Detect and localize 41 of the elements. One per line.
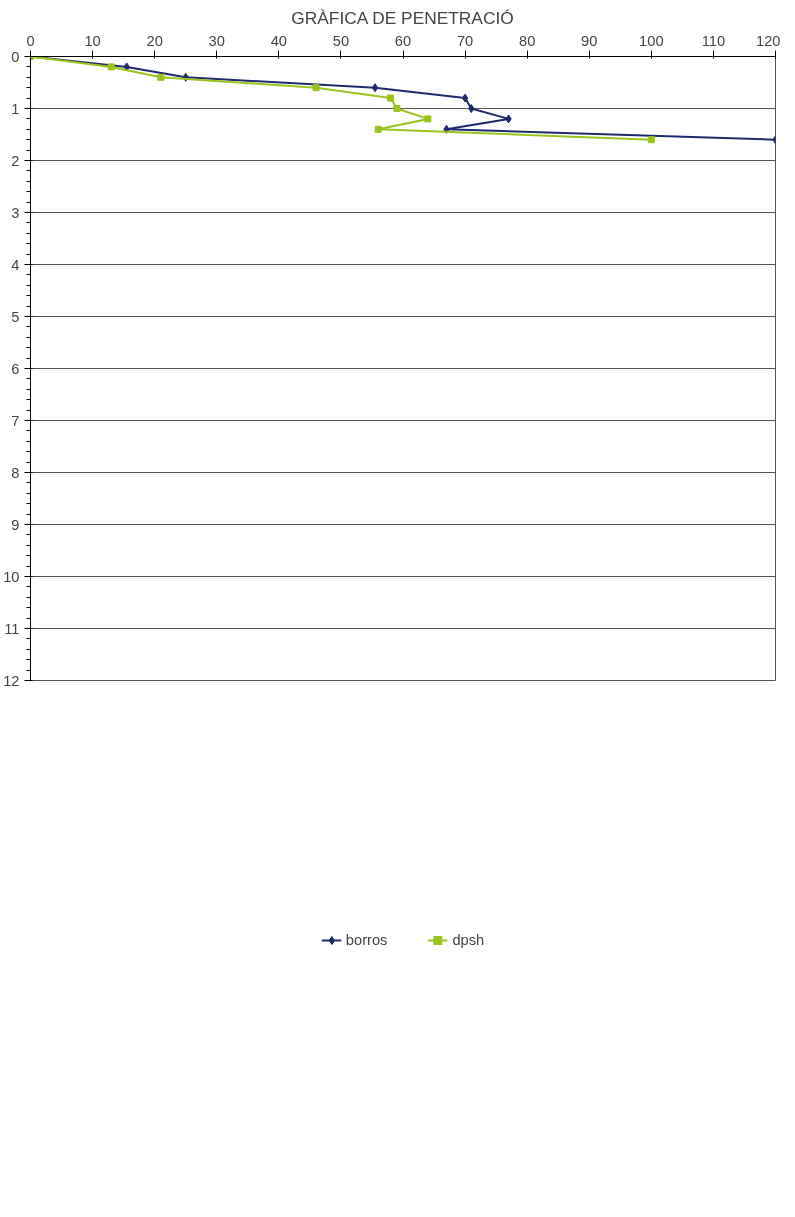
x-tick-label: 100: [639, 32, 664, 49]
point: [647, 136, 655, 144]
x-tick-label: 110: [701, 32, 726, 49]
legend-label: dpsh: [452, 932, 485, 948]
y-tick-label: 6: [11, 360, 20, 377]
y-tick-label: 3: [11, 204, 20, 221]
point: [461, 93, 469, 103]
point: [393, 105, 401, 112]
y-tick-label: 7: [11, 412, 20, 429]
x-tick-label: 60: [394, 32, 412, 49]
point: [505, 114, 512, 124]
x-tick-label: 0: [26, 32, 35, 49]
y-tick-label: 5: [11, 308, 20, 325]
y-tick-label: 10: [3, 568, 20, 585]
y-tick-label: 12: [3, 672, 20, 689]
point: [374, 125, 382, 133]
x-tick-label: 50: [332, 32, 350, 49]
y-tick-label: 2: [11, 152, 20, 169]
y-tick-label: 4: [11, 256, 20, 273]
chart-title: GRÀFICA DE PENETRACIÓ: [291, 7, 514, 28]
y-tick-label: 8: [11, 464, 20, 481]
x-tick-label: 70: [456, 32, 474, 49]
point: [468, 104, 475, 113]
x-tick-label: 10: [84, 32, 101, 49]
point: [107, 63, 115, 71]
point: [387, 94, 395, 102]
y-tick-label: 1: [11, 100, 20, 117]
x-tick-label: 40: [270, 32, 287, 49]
point: [371, 83, 379, 93]
y-tick-label: 0: [11, 48, 20, 65]
x-tick-label: 90: [581, 32, 598, 49]
y-tick-label: 11: [4, 620, 20, 637]
legend-label: borros: [345, 932, 388, 948]
point: [157, 73, 165, 81]
point: [312, 84, 320, 92]
x-tick-label: 30: [208, 32, 225, 49]
point: [424, 115, 432, 123]
y-tick-label: 9: [11, 516, 20, 533]
x-tick-label: 80: [519, 32, 536, 49]
x-tick-label: 120: [756, 32, 781, 49]
x-tick-label: 20: [146, 32, 163, 49]
